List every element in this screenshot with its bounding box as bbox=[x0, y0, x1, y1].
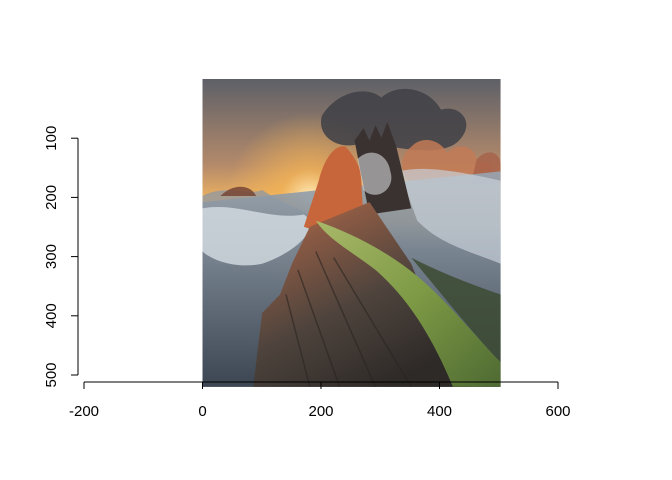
y-tick-label: 400 bbox=[43, 303, 60, 328]
y-tick-label: 100 bbox=[43, 126, 60, 151]
x-tick-label: 0 bbox=[198, 403, 206, 420]
x-axis: -200 0 200 400 600 bbox=[69, 381, 571, 420]
mountain-photo bbox=[202, 79, 501, 387]
x-tick-label: 400 bbox=[427, 403, 452, 420]
y-tick-label: 200 bbox=[43, 185, 60, 210]
x-tick-label: 200 bbox=[308, 403, 333, 420]
y-tick-label: 500 bbox=[43, 362, 60, 387]
y-tick-label: 300 bbox=[43, 244, 60, 269]
x-tick-label: -200 bbox=[69, 403, 99, 420]
y-axis: 100 200 300 400 500 bbox=[43, 126, 79, 388]
x-tick-label: 600 bbox=[545, 403, 570, 420]
